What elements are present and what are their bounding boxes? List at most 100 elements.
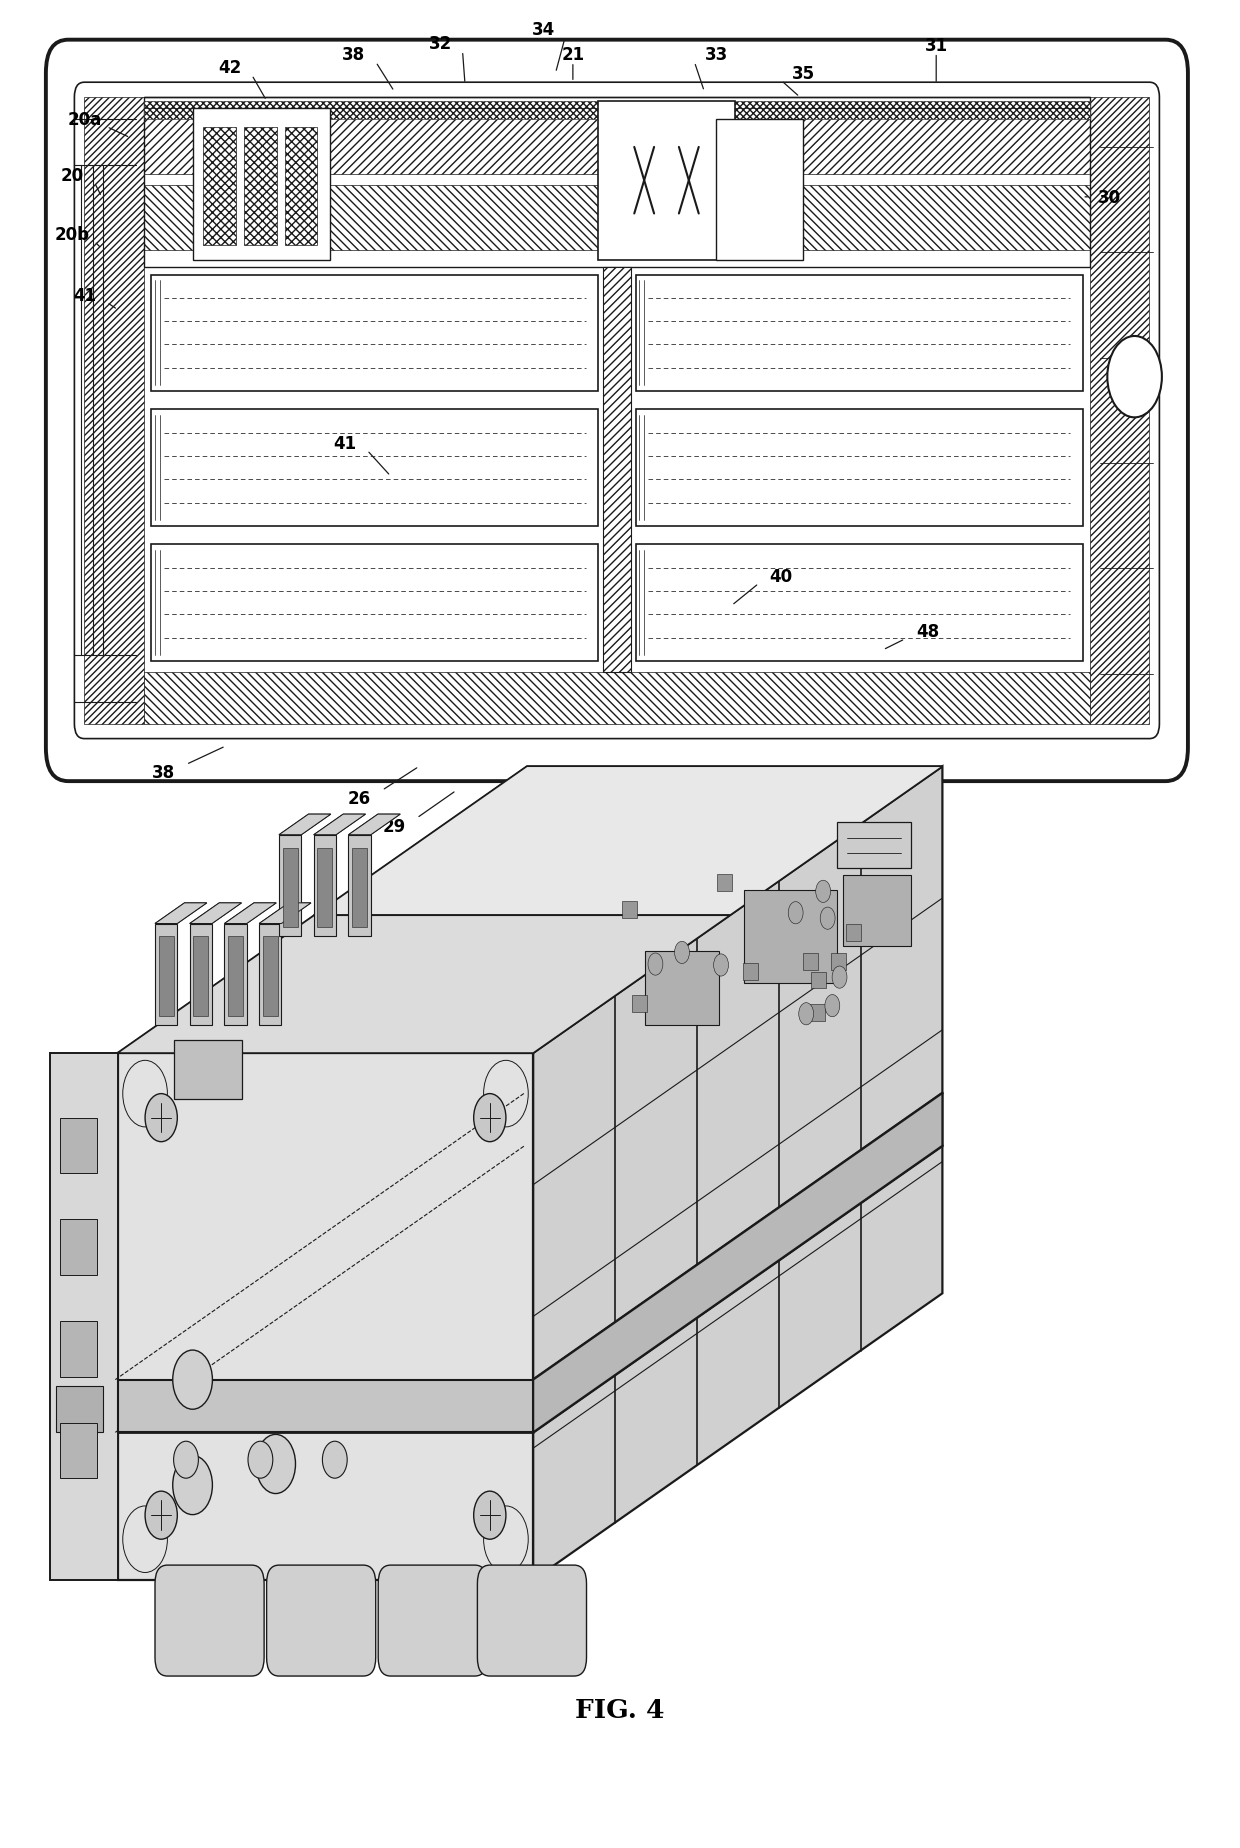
Bar	[843, 876, 911, 946]
Bar	[348, 835, 371, 937]
Bar	[174, 1040, 242, 1100]
Bar	[632, 996, 647, 1013]
Polygon shape	[224, 904, 277, 924]
Bar	[144, 109, 1090, 174]
Bar	[228, 937, 243, 1016]
Bar	[810, 1003, 825, 1020]
Circle shape	[484, 1506, 528, 1573]
Text: 30: 30	[1099, 188, 1121, 207]
FancyBboxPatch shape	[477, 1565, 587, 1676]
Bar	[352, 848, 367, 928]
Bar	[717, 874, 732, 891]
Polygon shape	[314, 767, 942, 917]
Text: 42: 42	[218, 59, 241, 78]
Polygon shape	[118, 917, 729, 1053]
Text: 48: 48	[916, 623, 939, 641]
Text: 58: 58	[503, 841, 526, 859]
Bar	[846, 924, 861, 941]
Text: 20a: 20a	[67, 111, 102, 129]
FancyBboxPatch shape	[46, 41, 1188, 782]
Polygon shape	[224, 904, 277, 924]
Circle shape	[832, 967, 847, 989]
Polygon shape	[259, 904, 311, 924]
Circle shape	[714, 954, 729, 976]
Bar	[279, 835, 301, 937]
Polygon shape	[190, 904, 242, 924]
Bar	[259, 924, 281, 1026]
Bar	[635, 275, 1083, 392]
Bar	[645, 952, 719, 1026]
Circle shape	[172, 1351, 212, 1410]
Polygon shape	[348, 815, 401, 835]
Bar	[317, 848, 332, 928]
Text: 20b: 20b	[55, 225, 89, 244]
Text: FIG. 3: FIG. 3	[575, 787, 665, 813]
Text: 40: 40	[770, 567, 792, 586]
Circle shape	[649, 954, 663, 976]
Bar	[802, 954, 817, 970]
Bar	[144, 98, 1090, 268]
Circle shape	[816, 881, 831, 904]
Text: 20: 20	[61, 166, 83, 185]
Bar	[263, 937, 278, 1016]
Bar	[314, 835, 336, 937]
Text: 34: 34	[532, 20, 554, 39]
Text: 35: 35	[792, 65, 815, 83]
Bar	[193, 937, 208, 1016]
Circle shape	[145, 1491, 177, 1539]
Text: 31: 31	[925, 37, 947, 55]
Polygon shape	[314, 815, 366, 835]
Text: 38: 38	[342, 46, 365, 65]
Bar	[224, 924, 247, 1026]
Bar	[144, 102, 1090, 120]
Bar	[744, 891, 837, 983]
Circle shape	[675, 942, 689, 965]
Bar	[155, 924, 177, 1026]
Text: 57: 57	[587, 859, 609, 878]
Text: 32: 32	[429, 35, 451, 54]
Bar	[285, 128, 317, 246]
Bar	[837, 822, 911, 869]
Bar	[811, 972, 826, 989]
Polygon shape	[348, 815, 401, 835]
Bar	[635, 410, 1083, 527]
Circle shape	[789, 902, 804, 924]
Bar	[144, 673, 1090, 724]
Bar	[84, 98, 144, 724]
FancyBboxPatch shape	[155, 1565, 264, 1676]
FancyBboxPatch shape	[74, 83, 1159, 739]
Circle shape	[123, 1506, 167, 1573]
Text: 26: 26	[348, 789, 371, 808]
Circle shape	[255, 1434, 295, 1493]
Bar	[598, 102, 734, 261]
Text: 29: 29	[383, 817, 405, 835]
Circle shape	[474, 1491, 506, 1539]
Circle shape	[825, 994, 839, 1016]
Bar	[717, 120, 804, 261]
Bar	[60, 1118, 97, 1173]
Circle shape	[322, 1441, 347, 1478]
Bar	[56, 1386, 103, 1432]
Circle shape	[484, 1061, 528, 1127]
Polygon shape	[118, 1380, 533, 1432]
Polygon shape	[314, 815, 366, 835]
Bar	[635, 545, 1083, 662]
Polygon shape	[533, 1094, 942, 1432]
Polygon shape	[279, 815, 331, 835]
FancyBboxPatch shape	[267, 1565, 376, 1676]
Bar	[193, 109, 330, 261]
Bar	[244, 128, 277, 246]
Polygon shape	[190, 904, 242, 924]
Circle shape	[820, 907, 835, 930]
Bar	[743, 963, 758, 979]
Polygon shape	[155, 904, 207, 924]
Text: 41: 41	[334, 434, 356, 453]
Polygon shape	[50, 1053, 118, 1580]
Polygon shape	[533, 767, 942, 1580]
Bar	[151, 545, 598, 662]
Circle shape	[474, 1094, 506, 1142]
Bar	[159, 937, 174, 1016]
Circle shape	[145, 1094, 177, 1142]
Bar	[151, 275, 598, 392]
Bar	[60, 1423, 97, 1478]
